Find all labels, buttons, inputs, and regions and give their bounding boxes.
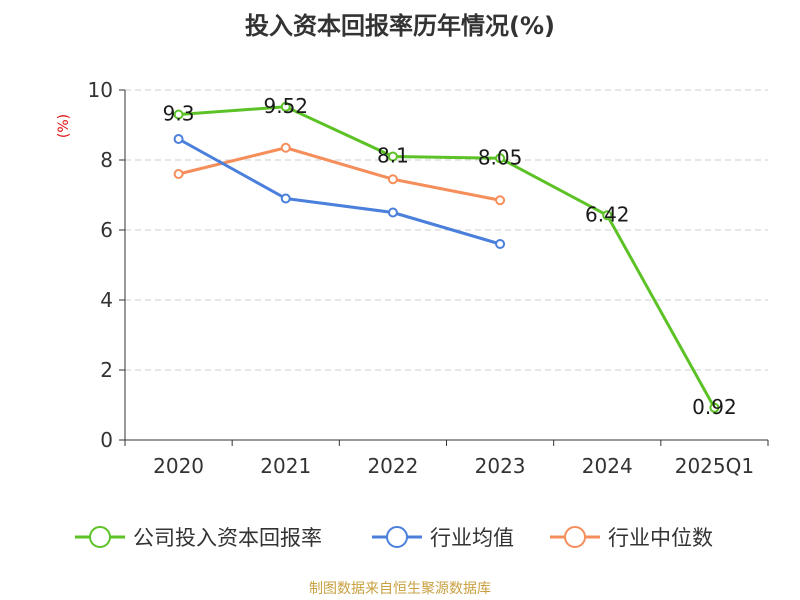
x-tick-label: 2025Q1 xyxy=(675,454,754,478)
data-point xyxy=(387,207,398,218)
legend-marker-2 xyxy=(386,526,408,548)
legend-marker-3 xyxy=(564,526,586,548)
data-point xyxy=(387,174,398,185)
y-tick-label: 0 xyxy=(100,428,113,452)
source-note: 制图数据来自恒生聚源数据库 xyxy=(309,581,491,597)
data-point xyxy=(280,193,291,204)
x-tick-label: 2023 xyxy=(475,454,526,478)
y-tick-label: 6 xyxy=(100,218,113,242)
y-tick-label: 2 xyxy=(100,358,113,382)
legend-label-1: 公司投入资本回报率 xyxy=(133,526,322,550)
chart-title: 投入资本回报率历年情况(%) xyxy=(245,12,555,40)
data-label: 6.42 xyxy=(585,202,630,226)
legend-marker-1 xyxy=(89,526,111,548)
x-tick-label: 2022 xyxy=(367,454,418,478)
data-point xyxy=(173,134,184,144)
y-tick-label: 10 xyxy=(88,78,113,102)
data-point xyxy=(280,101,291,112)
legend-label-3: 行业中位数 xyxy=(608,526,713,550)
series-line-2 xyxy=(177,137,501,246)
legend-label-2: 行业均值 xyxy=(430,526,514,550)
x-tick-label: 2021 xyxy=(260,454,311,478)
data-point xyxy=(495,195,506,206)
data-point xyxy=(495,239,506,249)
data-point xyxy=(280,142,291,153)
y-tick-label: 8 xyxy=(100,148,113,172)
series-line-1 xyxy=(178,105,716,409)
data-label: 8.05 xyxy=(478,145,523,169)
data-point xyxy=(495,153,506,164)
data-point xyxy=(709,402,720,413)
data-label: 8.1 xyxy=(377,144,409,168)
data-point xyxy=(387,151,398,162)
data-label: 9.52 xyxy=(263,94,308,118)
y-axis-label: (%) xyxy=(56,114,72,138)
x-tick-label: 2024 xyxy=(582,454,633,478)
data-point xyxy=(602,210,613,221)
data-point xyxy=(173,109,184,120)
x-tick-label: 2020 xyxy=(153,454,204,478)
series-line-3 xyxy=(178,146,501,202)
data-label: 9.3 xyxy=(163,102,195,126)
y-tick-label: 4 xyxy=(100,288,113,312)
data-point xyxy=(173,169,184,179)
data-label: 0.92 xyxy=(692,395,737,419)
